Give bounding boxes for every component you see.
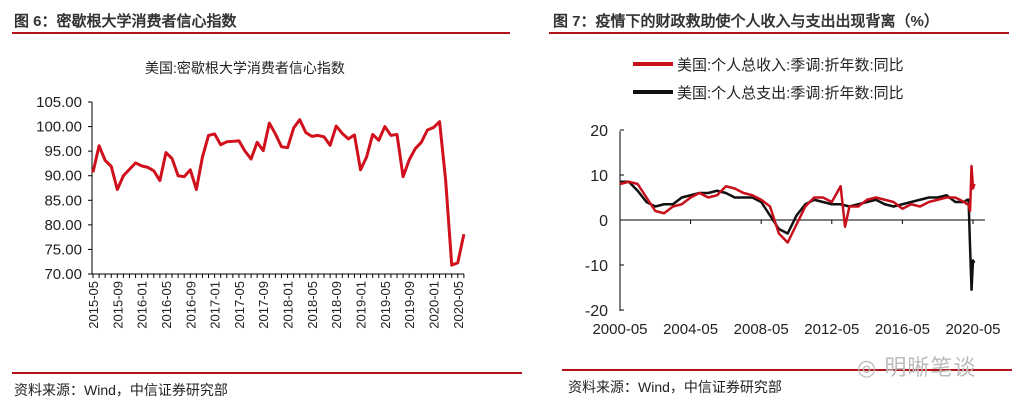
y-tick-label: 85.00 xyxy=(44,192,82,209)
y-tick-label: 20 xyxy=(590,123,608,140)
x-tick-label: 2015-09 xyxy=(110,281,125,329)
x-tick-label: 2015-05 xyxy=(86,281,101,329)
x-tick-label: 2019-09 xyxy=(402,281,417,329)
x-tick-label: 2012-05 xyxy=(804,321,859,338)
y-tick-label: 70.00 xyxy=(44,266,82,283)
series-line xyxy=(91,118,466,267)
source-rule xyxy=(562,369,1012,371)
x-tick-label: 2019-01 xyxy=(354,281,369,329)
x-tick-label: 2020-05 xyxy=(451,281,466,329)
x-tick-label: 2004-05 xyxy=(663,321,718,338)
wechat-icon: ◎ xyxy=(857,355,885,380)
x-tick-label: 2000-05 xyxy=(592,321,647,338)
x-tick-label: 2019-05 xyxy=(378,281,393,329)
y-tick-label: 75.00 xyxy=(44,241,82,258)
y-tick-label: -10 xyxy=(585,258,608,275)
y-tick-label: 0 xyxy=(599,213,608,230)
x-tick-label: 2008-05 xyxy=(734,321,789,338)
x-tick-label: 2017-05 xyxy=(232,281,247,329)
x-tick-label: 2018-09 xyxy=(329,281,344,329)
x-tick-label: 2016-09 xyxy=(183,281,198,329)
x-tick-label: 2020-01 xyxy=(426,281,441,329)
x-tick-label: 2018-05 xyxy=(305,281,320,329)
series-line xyxy=(620,180,976,291)
y-tick-label: 90.00 xyxy=(44,168,82,185)
legend-label: 美国:个人总收入:季调:折年数:同比 xyxy=(677,57,904,74)
x-tick-label: 2016-05 xyxy=(875,321,930,338)
title-rule xyxy=(12,32,510,34)
figure-6-source: 资料来源：Wind，中信证券研究部 xyxy=(14,382,228,398)
figure-6-title: 图 6：密歇根大学消费者信心指数 xyxy=(14,13,237,30)
x-tick-label: 2020-05 xyxy=(945,321,1000,338)
y-tick-label: 105.00 xyxy=(36,94,82,111)
y-tick-label: 10 xyxy=(590,168,608,185)
x-tick-label: 2018-01 xyxy=(281,281,296,329)
watermark: ◎ 明晰笔谈 xyxy=(857,355,977,380)
y-tick-label: 100.00 xyxy=(36,119,82,136)
y-tick-label: 95.00 xyxy=(44,143,82,160)
x-tick-label: 2017-01 xyxy=(208,281,223,329)
series-line xyxy=(619,164,976,244)
figure-7-title: 图 7：疫情下的财政救助使个人收入与支出出现背离（%） xyxy=(553,13,939,30)
figure-7-source: 资料来源：Wind，中信证券研究部 xyxy=(568,379,782,395)
title-rule xyxy=(549,32,1009,34)
y-tick-label: 80.00 xyxy=(44,217,82,234)
legend-label: 美国:个人总支出:季调:折年数:同比 xyxy=(677,85,904,102)
y-tick-label: -20 xyxy=(585,303,608,320)
x-tick-label: 2016-05 xyxy=(159,281,174,329)
source-rule xyxy=(12,372,522,374)
x-tick-label: 2017-09 xyxy=(256,281,271,329)
x-tick-label: 2016-01 xyxy=(135,281,150,329)
chart-title: 美国:密歇根大学消费者信心指数 xyxy=(145,60,345,76)
